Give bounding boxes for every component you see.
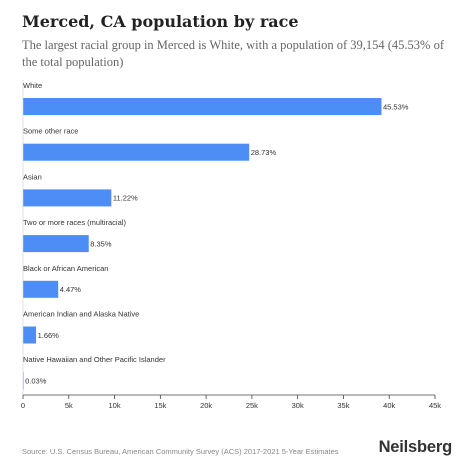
source-note: Source: U.S. Census Bureau, American Com… <box>22 447 339 456</box>
data-label: 45.53% <box>383 102 409 111</box>
chart-title: Merced, CA population by race <box>22 12 299 31</box>
category-label: Native Hawaiian and Other Pacific Island… <box>23 355 166 364</box>
bar <box>23 189 112 207</box>
category-label: Black or African American <box>23 264 108 273</box>
x-tick-label: 10k <box>109 401 121 410</box>
data-label: 1.66% <box>38 331 60 340</box>
category-label: Asian <box>23 172 42 181</box>
category-label: Two or more races (multiracial) <box>23 218 126 227</box>
x-tick-label: 15k <box>154 401 166 410</box>
bar <box>23 98 382 115</box>
bar <box>23 143 250 161</box>
data-label: 8.35% <box>90 239 112 248</box>
bar <box>23 326 37 344</box>
x-tick-label: 5k <box>65 401 73 410</box>
data-label: 4.47% <box>60 285 82 294</box>
chart-subtitle: The largest racial group in Merced is Wh… <box>22 38 445 69</box>
x-tick-label: 35k <box>337 401 349 410</box>
x-tick-label: 0 <box>21 401 25 410</box>
x-tick-label: 25k <box>246 401 258 410</box>
bar <box>23 235 89 253</box>
category-label: Some other race <box>23 127 78 136</box>
x-tick-label: 45k <box>429 401 441 410</box>
category-label: American Indian and Alaska Native <box>23 310 139 319</box>
x-tick-label: 20k <box>200 401 212 410</box>
x-tick-label: 30k <box>292 401 304 410</box>
brand-logo: Neilsberg <box>378 438 453 456</box>
data-label: 28.73% <box>251 148 277 157</box>
category-label: White <box>23 81 42 90</box>
bar <box>23 280 59 298</box>
data-label: 0.03% <box>25 377 47 386</box>
data-label: 11.22% <box>113 194 138 203</box>
x-tick-label: 40k <box>383 401 395 410</box>
